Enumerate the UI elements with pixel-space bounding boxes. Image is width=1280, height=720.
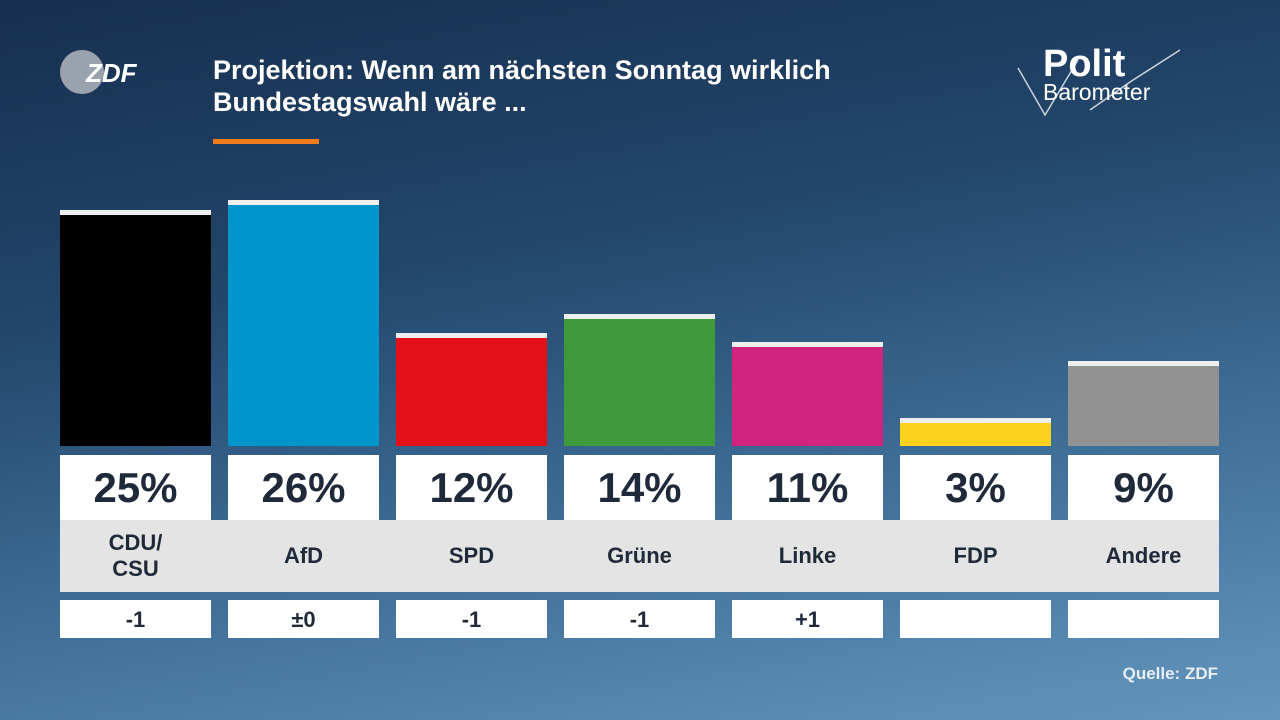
category-label: Andere (1105, 543, 1182, 568)
change-box: ±0 (228, 600, 379, 638)
logo-polit: Polit (1043, 43, 1126, 85)
change-box: -1 (60, 600, 211, 638)
category-label: Linke (778, 543, 837, 568)
value-label: 9% (1068, 455, 1219, 520)
source: Quelle: ZDF (1122, 664, 1218, 683)
bar (60, 209, 211, 446)
check-mark (1017, 59, 1079, 117)
change-box: +1 (732, 600, 883, 638)
value-label: 26% (228, 455, 379, 520)
value-label: 14% (564, 455, 715, 520)
bar (732, 342, 883, 446)
value-label: 12% (396, 455, 547, 520)
bar (900, 417, 1051, 446)
bar (396, 332, 547, 446)
change-box: -1 (396, 600, 547, 638)
label-band (60, 520, 1219, 592)
brand-circle (60, 50, 104, 94)
value-label: 3% (900, 455, 1051, 520)
bar (228, 200, 379, 446)
category-label: Grüne (607, 543, 672, 568)
title-underline (213, 139, 319, 144)
check-mark (1089, 49, 1181, 111)
value-label: 11% (732, 455, 883, 520)
change-box: -1 (564, 600, 715, 638)
category-label: FDP (953, 543, 998, 568)
chart-title: Projektion: Wenn am nächsten Sonntag wir… (213, 55, 831, 117)
value-label: 25% (60, 455, 211, 520)
category-label: AfD (283, 543, 324, 568)
brand: ZDF (85, 58, 138, 88)
category-label: SPD (448, 543, 495, 568)
bar (564, 313, 715, 446)
change-box (1068, 600, 1219, 638)
change-box (900, 600, 1051, 638)
logo-barometer: Barometer (1043, 79, 1151, 105)
category-label: CDU/ CSU (108, 530, 163, 581)
bar (1068, 360, 1219, 446)
